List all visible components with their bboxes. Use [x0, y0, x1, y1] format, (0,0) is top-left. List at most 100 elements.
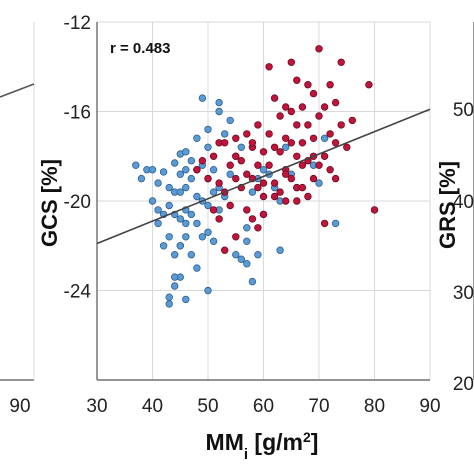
blue-data-point — [154, 206, 162, 214]
blue-data-point — [204, 143, 212, 151]
red-data-point — [232, 233, 240, 241]
blue-data-point — [237, 143, 245, 151]
red-data-point — [254, 224, 262, 232]
x-tick-label: 50 — [197, 396, 218, 417]
red-data-point — [320, 103, 329, 111]
red-data-point — [287, 139, 295, 147]
red-data-point — [370, 206, 379, 214]
red-data-point — [326, 130, 334, 138]
blue-data-point — [176, 242, 184, 250]
blue-data-point — [276, 246, 284, 254]
blue-data-point — [159, 168, 168, 176]
x-tick-label: 40 — [142, 396, 163, 417]
blue-data-point — [182, 183, 190, 192]
x-tick-label: 60 — [253, 396, 274, 417]
red-data-point — [282, 170, 290, 178]
red-data-point — [243, 170, 251, 178]
red-data-point — [254, 183, 262, 192]
blue-data-point — [232, 250, 240, 259]
y-tick-label: -24 — [64, 282, 92, 303]
blue-data-point — [148, 165, 157, 174]
blue-data-point — [215, 107, 223, 116]
red-data-point — [282, 134, 290, 142]
red-data-point — [365, 80, 373, 89]
red-data-point — [265, 130, 273, 138]
blue-data-point — [165, 293, 173, 301]
right-panel-y-axis-title: GRS [%] — [435, 161, 460, 249]
x-tick-labels: 30 40 50 60 70 80 90 — [86, 396, 440, 417]
red-data-point — [215, 179, 223, 187]
red-data-point — [298, 103, 307, 111]
blue-data-point — [243, 224, 251, 232]
red-data-point — [287, 58, 295, 66]
blue-data-point — [187, 174, 195, 183]
x-tick-label: 70 — [308, 396, 329, 417]
left-panel-fragment: 90 — [0, 22, 35, 417]
blue-data-point — [220, 130, 229, 138]
blue-data-point — [187, 250, 195, 259]
red-data-point — [193, 165, 201, 174]
red-data-point — [237, 156, 245, 165]
blue-data-point — [165, 300, 173, 308]
blue-data-point — [204, 201, 212, 210]
red-data-point — [209, 152, 218, 160]
blue-data-point — [176, 215, 184, 223]
x-tick-label: 90 — [419, 396, 440, 417]
red-data-point — [315, 161, 323, 169]
blue-data-point — [159, 242, 168, 250]
regression-line — [96, 108, 431, 245]
blue-data-point — [187, 156, 195, 165]
red-data-point — [265, 63, 273, 71]
red-data-point — [209, 206, 218, 214]
red-data-point — [243, 206, 251, 214]
red-data-point — [220, 139, 229, 147]
blue-data-point — [320, 134, 329, 142]
blue-data-point — [204, 125, 212, 134]
blue-data-point — [243, 260, 251, 268]
blue-data-point — [154, 179, 162, 187]
red-data-point — [326, 165, 334, 174]
red-data-point — [259, 192, 268, 201]
blue-data-point — [193, 219, 201, 228]
red-data-point — [293, 197, 301, 205]
x-tick-label: 30 — [86, 396, 107, 417]
blue-data-point — [132, 161, 140, 169]
blue-data-point — [215, 98, 223, 107]
blue-data-point — [182, 165, 190, 174]
red-data-point — [287, 174, 295, 183]
blue-data-point — [226, 116, 234, 125]
blue-data-point — [226, 170, 234, 178]
red-data-point — [282, 103, 290, 111]
red-data-point — [309, 134, 318, 142]
blue-data-point — [165, 201, 173, 210]
red-data-point — [293, 121, 301, 129]
red-data-point — [331, 139, 340, 147]
red-data-point — [265, 161, 273, 169]
red-data-point — [320, 152, 329, 160]
red-data-point — [259, 179, 268, 187]
left-panel-regression-line — [0, 83, 35, 98]
y-tick-label: -12 — [64, 13, 91, 34]
blue-data-point — [182, 295, 190, 304]
gridlines — [97, 21, 431, 380]
red-data-point — [282, 197, 290, 205]
red-data-point — [337, 58, 345, 66]
blue-data-point — [254, 250, 262, 259]
red-data-point — [198, 156, 207, 165]
blue-data-point — [165, 183, 173, 192]
red-data-point — [204, 174, 212, 183]
x-axis-title-unit: [g/m — [248, 429, 303, 455]
red-data-point — [259, 210, 268, 219]
red-data-point — [232, 134, 240, 142]
blue-data-point — [137, 174, 146, 183]
red-data-point — [304, 121, 312, 129]
right-panel-tick-label: 20 — [453, 374, 474, 395]
red-data-point — [215, 215, 223, 223]
red-data-point — [243, 130, 251, 138]
red-data-point — [270, 94, 279, 102]
left-panel-tick-label: 90 — [9, 396, 30, 417]
blue-data-point — [248, 188, 257, 196]
blue-data-point — [198, 233, 207, 241]
blue-data-point — [165, 233, 173, 241]
